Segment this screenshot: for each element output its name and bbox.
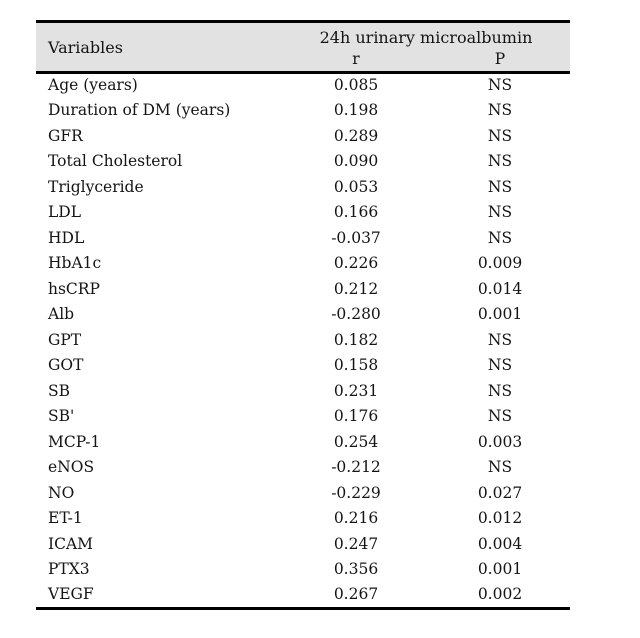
r-value: 0.053 [333, 177, 379, 196]
r-value: 0.254 [333, 432, 379, 451]
r-value: 0.231 [333, 381, 379, 400]
variable-name: GFR [48, 126, 83, 145]
variable-name: ET-1 [48, 509, 83, 527]
table-row: NO -0.229 0.027 [36, 481, 570, 507]
table-row: MCP-1 0.254 0.003 [36, 430, 570, 456]
p-value: NS [487, 407, 513, 425]
variable-name: GOT [48, 356, 84, 374]
variable-name: ICAM [48, 534, 94, 553]
p-value: NS [487, 203, 513, 221]
table-row: Alb -0.280 0.001 [36, 302, 570, 328]
table-row: HbA1c 0.226 0.009 [36, 251, 570, 277]
table-body: Age (years) 0.085 NS Duration of DM (yea… [36, 71, 570, 609]
variable-name: Triglyceride [48, 177, 144, 196]
p-value: 0.003 [477, 432, 523, 451]
table-row: SB 0.231 NS [36, 379, 570, 405]
p-value: NS [487, 381, 513, 400]
r-value: 0.158 [333, 356, 379, 374]
r-value: 0.198 [333, 101, 379, 119]
variable-name: LDL [48, 203, 82, 221]
variable-name: SB' [48, 407, 75, 425]
r-value: 0.176 [333, 407, 379, 425]
table-row: LDL 0.166 NS [36, 200, 570, 226]
table-row: SB' 0.176 NS [36, 404, 570, 430]
variable-name: NO [48, 483, 75, 502]
r-value: -0.212 [331, 458, 381, 476]
p-value: NS [487, 152, 513, 170]
correlation-table: Variables 24h urinary microalbumin r P A… [36, 20, 570, 610]
correlation-table-container: Variables 24h urinary microalbumin r P A… [36, 20, 570, 610]
p-value: NS [487, 101, 513, 119]
variable-name: Total Cholesterol [48, 152, 183, 170]
p-value: 0.012 [477, 509, 523, 527]
variable-name: HDL [48, 228, 85, 247]
table-header: Variables 24h urinary microalbumin r P [36, 21, 570, 73]
r-value: 0.226 [333, 254, 379, 272]
p-value: NS [487, 177, 513, 196]
p-value: 0.001 [477, 560, 523, 578]
r-value: -0.280 [331, 305, 381, 323]
r-value: 0.085 [282, 71, 430, 98]
table-row: ICAM 0.247 0.004 [36, 532, 570, 558]
r-value: 0.356 [333, 560, 379, 578]
table-row: Triglyceride 0.053 NS [36, 175, 570, 201]
table-row: Duration of DM (years) 0.198 NS [36, 98, 570, 124]
r-value: 0.247 [333, 534, 379, 553]
r-value: -0.229 [331, 483, 381, 502]
variable-name: eNOS [48, 458, 95, 476]
r-value: 0.216 [333, 509, 379, 527]
r-value: 0.166 [333, 203, 379, 221]
table-row: ET-1 0.216 0.012 [36, 506, 570, 532]
table-row: Total Cholesterol 0.090 NS [36, 149, 570, 175]
variable-name: Alb [48, 305, 75, 323]
table-row: PTX3 0.356 0.001 [36, 557, 570, 583]
p-value: 0.004 [477, 534, 523, 553]
p-value: 0.027 [477, 483, 523, 502]
table-row: hsCRP 0.212 0.014 [36, 277, 570, 303]
p-value: 0.002 [477, 584, 523, 603]
table-row: GOT 0.158 NS [36, 353, 570, 379]
variable-name: SB [48, 381, 71, 400]
variable-name: HbA1c [48, 254, 102, 272]
table-row: GFR 0.289 NS [36, 124, 570, 150]
variable-name: GPT [48, 330, 82, 349]
variable-name: PTX3 [48, 560, 90, 578]
table-row: eNOS -0.212 NS [36, 455, 570, 481]
column-header-p: P [430, 49, 570, 73]
p-value: 0.014 [477, 279, 523, 298]
column-header-group: 24h urinary microalbumin [282, 21, 570, 50]
table-row: VEGF 0.267 0.002 [36, 583, 570, 609]
p-value: NS [487, 330, 513, 349]
variable-name: VEGF [48, 584, 94, 603]
table-row: Age (years) 0.085 NS [36, 71, 570, 98]
r-value: 0.212 [333, 279, 379, 298]
r-value: -0.037 [331, 228, 381, 247]
p-value: NS [487, 458, 513, 476]
column-header-r: r [282, 49, 430, 73]
variable-name: MCP-1 [48, 432, 101, 451]
p-value: NS [487, 356, 513, 374]
r-value: 0.289 [333, 126, 379, 145]
p-value: NS [487, 228, 513, 247]
column-header-variables: Variables [36, 21, 282, 73]
p-value: NS [430, 71, 570, 98]
r-value: 0.090 [333, 152, 379, 170]
r-value: 0.182 [333, 330, 379, 349]
r-value: 0.267 [333, 584, 379, 603]
p-value: 0.001 [477, 305, 523, 323]
p-value: NS [487, 126, 513, 145]
table-row: HDL -0.037 NS [36, 226, 570, 252]
table-row: GPT 0.182 NS [36, 328, 570, 354]
p-value: 0.009 [477, 254, 523, 272]
variable-name: hsCRP [48, 279, 100, 298]
variable-name: Age (years) [36, 71, 282, 98]
variable-name: Duration of DM (years) [48, 101, 231, 119]
